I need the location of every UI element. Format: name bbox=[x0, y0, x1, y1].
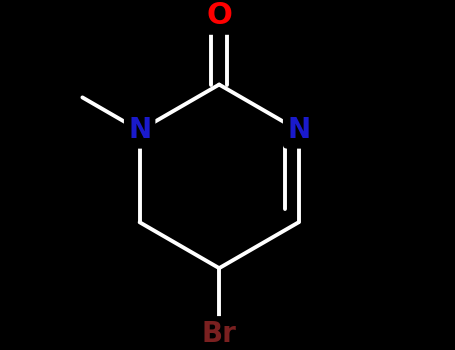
Text: O: O bbox=[206, 1, 232, 30]
Text: Br: Br bbox=[202, 320, 237, 348]
Text: N: N bbox=[287, 117, 310, 145]
Text: N: N bbox=[128, 117, 151, 145]
